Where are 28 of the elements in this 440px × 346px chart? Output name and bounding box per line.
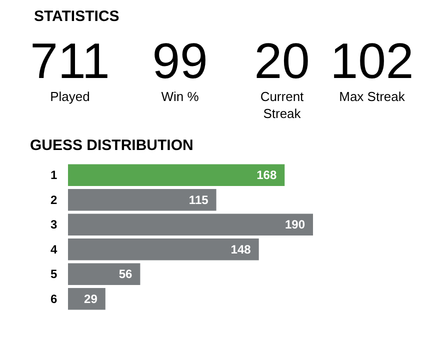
data-label: 29 — [84, 292, 98, 306]
text: 102 — [329, 33, 415, 89]
text: Current Streak — [259, 88, 305, 122]
y-tick-label: 1 — [50, 168, 58, 182]
data-label: 148 — [230, 242, 252, 256]
bar — [68, 164, 285, 186]
y-tick-label: 3 — [50, 218, 58, 232]
y-tick-label: 6 — [50, 292, 58, 306]
y-tick-label: 2 — [50, 192, 58, 207]
text: 20 — [254, 33, 310, 89]
text: 99 — [151, 33, 209, 89]
data-label: 56 — [118, 267, 133, 282]
bar — [68, 214, 313, 236]
text: Played — [49, 88, 91, 105]
bar — [68, 288, 106, 310]
chart-title: GUESS DISTRIBUTION — [30, 137, 194, 154]
data-label: 190 — [284, 218, 306, 232]
bar — [68, 238, 259, 260]
text: 711 — [29, 33, 111, 89]
bar — [68, 188, 216, 211]
bar — [68, 263, 140, 286]
text: Max Streak — [338, 88, 406, 105]
data-label: 168 — [256, 168, 277, 182]
y-tick-label: 5 — [50, 267, 58, 282]
text: STATISTICS — [34, 8, 120, 25]
y-tick-label: 4 — [50, 242, 58, 256]
data-label: 115 — [188, 192, 209, 207]
text: Win % — [160, 88, 200, 105]
